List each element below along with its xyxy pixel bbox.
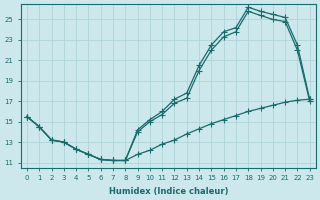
X-axis label: Humidex (Indice chaleur): Humidex (Indice chaleur)	[108, 187, 228, 196]
